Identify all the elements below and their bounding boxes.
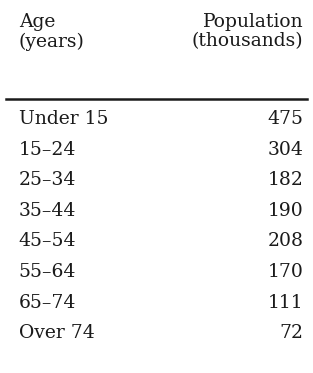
Text: 190: 190 <box>268 202 304 220</box>
Text: 35–44: 35–44 <box>19 202 76 220</box>
Text: 170: 170 <box>268 263 304 281</box>
Text: 304: 304 <box>268 141 304 159</box>
Text: 182: 182 <box>268 171 304 189</box>
Text: 25–34: 25–34 <box>19 171 76 189</box>
Text: 72: 72 <box>280 324 304 342</box>
Text: Age
(years): Age (years) <box>19 13 85 51</box>
Text: 45–54: 45–54 <box>19 232 76 250</box>
Text: 55–64: 55–64 <box>19 263 76 281</box>
Text: 208: 208 <box>268 232 304 250</box>
Text: 111: 111 <box>268 294 304 311</box>
Text: Over 74: Over 74 <box>19 324 95 342</box>
Text: Population
(thousands): Population (thousands) <box>192 13 304 50</box>
Text: 15–24: 15–24 <box>19 141 76 159</box>
Text: 65–74: 65–74 <box>19 294 76 311</box>
Text: Under 15: Under 15 <box>19 110 108 128</box>
Text: 475: 475 <box>268 110 304 128</box>
